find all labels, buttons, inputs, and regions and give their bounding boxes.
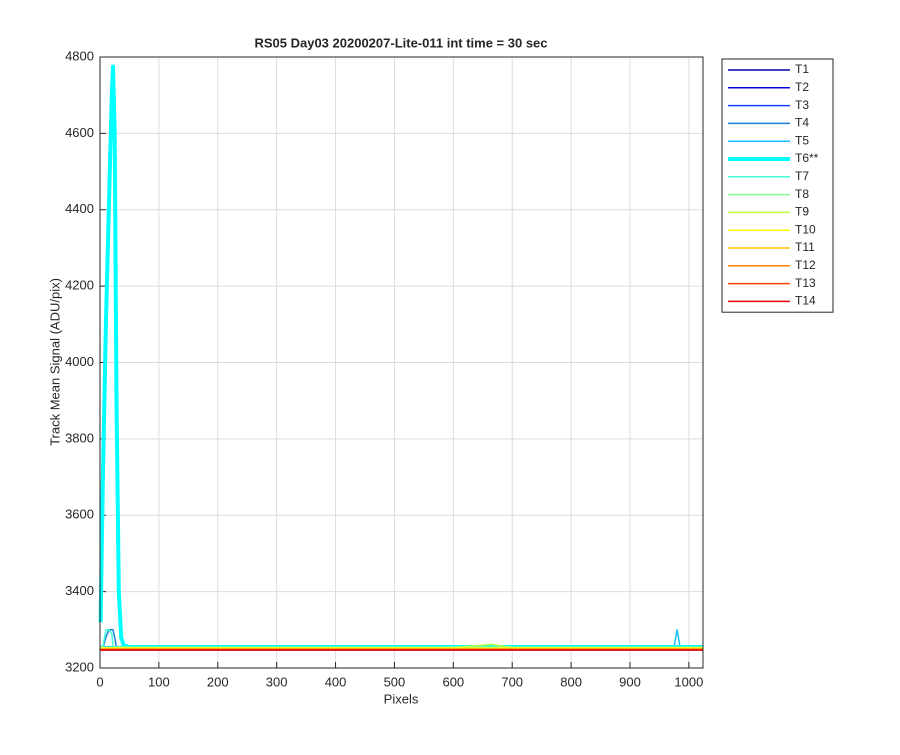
legend-label: T7 [795, 169, 809, 183]
legend-label: T5 [795, 133, 809, 147]
x-tick-label: 200 [207, 674, 229, 689]
legend-label: T4 [795, 116, 809, 130]
x-tick-label: 100 [148, 674, 170, 689]
axes-box [99, 56, 704, 669]
x-tick-label: 900 [619, 674, 641, 689]
y-axis-label: Track Mean Signal (ADU/pix) [47, 278, 62, 446]
chart-title: RS05 Day03 20200207-Lite-011 int time = … [254, 35, 547, 50]
y-tick-label: 3200 [65, 659, 94, 674]
y-tick-label: 3400 [65, 583, 94, 598]
legend-label: T14 [795, 294, 816, 308]
legend-label: T9 [795, 205, 809, 219]
legend-label: T10 [795, 222, 816, 236]
x-tick-label: 600 [442, 674, 464, 689]
legend-box [721, 58, 834, 313]
legend-label: T1 [795, 62, 809, 76]
series-line [100, 629, 703, 648]
x-tick-label: 300 [266, 674, 288, 689]
x-tick-label: 500 [384, 674, 406, 689]
x-tick-label: 400 [325, 674, 347, 689]
legend-label: T6** [795, 151, 819, 165]
x-axis-label: Pixels [384, 691, 419, 706]
x-tick-label: 700 [501, 674, 523, 689]
y-tick-label: 4400 [65, 201, 94, 216]
legend-label: T11 [795, 240, 815, 254]
x-tick-label: 0 [96, 674, 103, 689]
y-tick-label: 4600 [65, 125, 94, 140]
legend-label: T12 [795, 258, 816, 272]
legend-label: T2 [795, 80, 809, 94]
y-tick-label: 4200 [65, 278, 94, 293]
legend-label: T3 [795, 98, 809, 112]
y-tick-label: 4000 [65, 354, 94, 369]
x-tick-label: 800 [560, 674, 582, 689]
y-tick-label: 4800 [65, 48, 94, 63]
legend-label: T8 [795, 187, 809, 201]
y-tick-label: 3600 [65, 507, 94, 522]
x-tick-label: 1000 [674, 674, 703, 689]
legend-label: T13 [795, 276, 816, 290]
y-tick-label: 3800 [65, 430, 94, 445]
